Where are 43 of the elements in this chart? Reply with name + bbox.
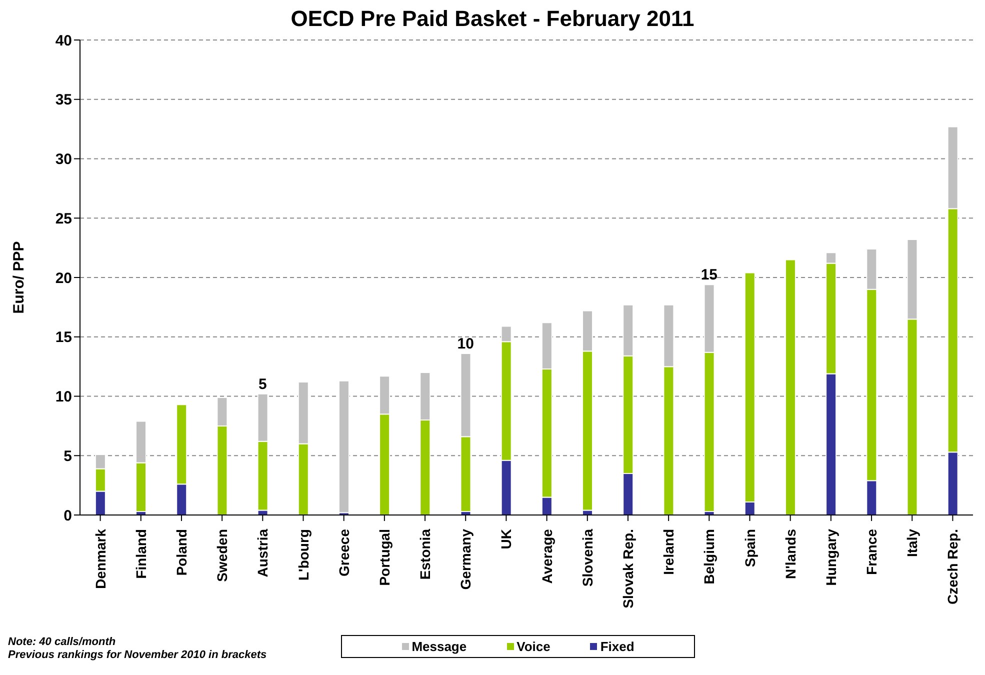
annotation: 5 (258, 376, 267, 393)
x-tick-label: Slovak Rep. (620, 529, 636, 608)
x-tick-label: Greece (336, 528, 352, 576)
bar (338, 380, 350, 514)
legend-label: Message (410, 639, 467, 654)
y-tick-label: 15 (55, 329, 72, 346)
y-tick-label: 0 (64, 507, 72, 524)
x-tick-label: Austria (254, 528, 271, 578)
y-tick-label: 35 (55, 92, 72, 109)
x-tick-label: Poland (173, 529, 190, 576)
y-tick-label: 30 (55, 151, 72, 168)
text: Note: 40 calls/month (8, 636, 117, 649)
y-tick-label: 5 (64, 448, 72, 465)
y-tick-label: 25 (55, 210, 72, 228)
x-tick-label: Ireland (660, 529, 677, 575)
x-tick-label: L'bourg (295, 529, 312, 581)
x-tick-label: Belgium (701, 529, 718, 584)
x-tick-label: Spain (742, 529, 758, 568)
x-tick-label: Czech Rep. (944, 529, 961, 604)
text: Previous rankings for November 2010 in brackets (8, 649, 267, 662)
chart-title: OECD Pre Paid Basket - February 2011 (290, 6, 696, 32)
bar (784, 259, 796, 515)
x-tick-label: Sweden (214, 529, 230, 582)
legend-label: Voice (516, 639, 550, 654)
x-tick-label: UK (498, 529, 514, 550)
x-tick-label: Estonia (417, 528, 434, 580)
x-tick-label: Finland (132, 529, 149, 579)
x-tick-label: Slovenia (579, 528, 596, 587)
x-tick-label: Italy (904, 528, 920, 558)
annotation: 15 (700, 266, 718, 284)
y-axis-title: Euro/ PPP (10, 241, 28, 314)
y-tick-label: 10 (55, 388, 72, 406)
y-tick-label: 20 (55, 270, 72, 287)
x-tick-label: France (864, 528, 880, 575)
x-tick-label: Denmark (92, 528, 108, 589)
x-tick-label: N'lands (782, 528, 798, 580)
x-tick-label: Hungary (822, 528, 839, 586)
legend-label: Fixed (599, 639, 634, 654)
x-tick-label: Portugal (376, 529, 392, 586)
x-tick-label: Average (538, 528, 555, 584)
x-tick-label: Germany (458, 528, 474, 590)
y-tick-label: 40 (55, 32, 72, 50)
annotation: 10 (457, 336, 474, 352)
